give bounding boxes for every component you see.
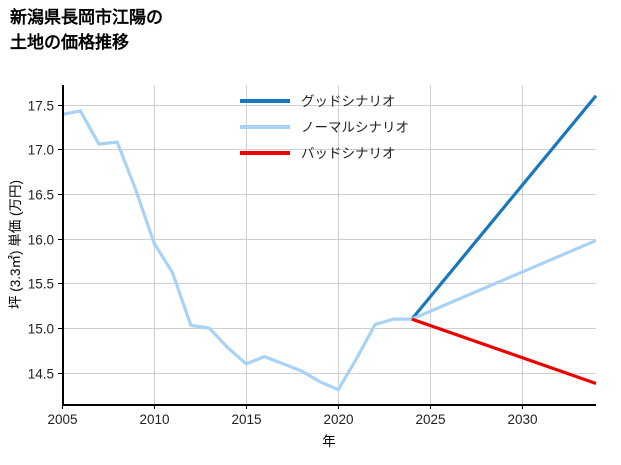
- y-axis-ticks: 14.5 15.0 15.5 16.0 16.5 17.0 17.5: [28, 99, 63, 382]
- chart-title: 新潟県長岡市江陽の 土地の価格推移: [10, 8, 163, 52]
- y-tick-label: 15.5: [28, 277, 54, 292]
- y-tick-label: 15.0: [28, 322, 54, 337]
- legend-label: グッドシナリオ: [301, 94, 396, 109]
- x-tick-label: 2010: [139, 412, 169, 427]
- x-tick-label: 2015: [231, 412, 261, 427]
- y-tick-label: 16.0: [28, 233, 54, 248]
- x-tick-label: 2025: [415, 412, 445, 427]
- y-tick-label: 17.5: [28, 99, 54, 114]
- series-line-ノーマルシナリオ: [61, 109, 597, 392]
- x-axis-ticks: 2005 2010 2015 2020 2025 2030: [47, 405, 538, 427]
- x-tick-label: 2020: [323, 412, 353, 427]
- x-tick-label: 2030: [507, 412, 537, 427]
- series-line-グッドシナリオ: [410, 94, 598, 321]
- series-line-バッドシナリオ: [411, 317, 597, 385]
- x-tick-label: 2005: [47, 412, 77, 427]
- y-tick-label: 14.5: [28, 367, 54, 382]
- axis-labels: 年 坪 (3.3㎡) 単価 (万円): [8, 180, 336, 449]
- y-tick-label: 17.0: [28, 143, 54, 158]
- y-tick-label: 16.5: [28, 188, 54, 203]
- legend-label: バッドシナリオ: [301, 146, 396, 161]
- y-axis-label: 坪 (3.3㎡) 単価 (万円): [8, 180, 23, 309]
- x-axis-label: 年: [322, 434, 336, 449]
- series-group: [61, 94, 598, 392]
- legend-label: ノーマルシナリオ: [301, 120, 409, 135]
